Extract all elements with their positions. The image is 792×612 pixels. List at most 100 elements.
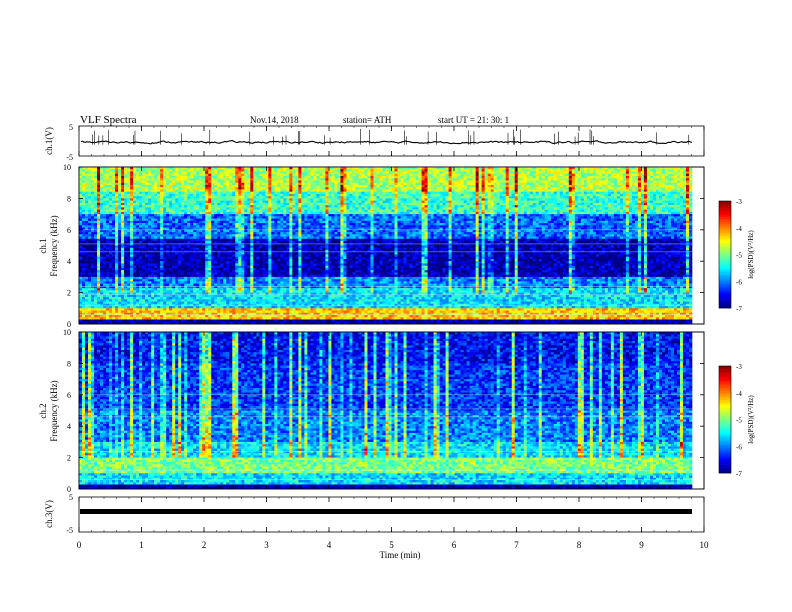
spectrogram-cell [88,176,91,179]
spectrogram-cell [361,207,364,210]
spectrogram-cell [253,171,256,174]
spectrogram-cell [482,210,485,213]
spectrogram-cell [440,174,443,177]
spectrogram-cell [259,185,262,188]
spectrogram-cell [94,201,97,204]
spectrogram-cell [482,203,485,206]
spectrogram-cell [196,178,199,181]
spectrogram-cell [265,203,268,206]
spectrogram-cell [506,203,509,206]
spectrogram-cell [328,194,331,197]
spectrogram-cell [298,212,301,215]
spectrogram-cell [379,201,382,204]
spectrogram-cell [109,183,112,186]
ch1-ytick-top: 5 [69,123,73,132]
spectrogram-cell [250,210,253,213]
spectrogram-cell [458,212,461,215]
spectrogram-cell [680,180,683,183]
spectrogram-cell [358,178,361,181]
spectrogram-cell [370,205,373,208]
spectrogram-cell [172,201,175,204]
spectrogram-cell [283,187,286,190]
spectrogram-cell [572,205,575,208]
spectrogram-cell [500,198,503,201]
spectrogram-cell [599,180,602,183]
spectrogram-cell [419,187,422,190]
spectrogram-cell [524,192,527,195]
spectrogram-cell [431,207,434,210]
spectrogram-cell [518,203,521,206]
spectrogram-cell [644,180,647,183]
spectrogram-cell [476,198,479,201]
spectrogram-cell [367,176,370,179]
spectrogram-cell [683,212,686,215]
spectrogram-cell [175,183,178,186]
spectrogram-cell [668,194,671,197]
spectrogram-cell [178,174,181,177]
spectrogram-cell [506,174,509,177]
spectrogram-cell [572,192,575,195]
spectrogram-cell [452,171,455,174]
spectrogram-cell [202,198,205,201]
spectrogram-cell [328,210,331,213]
spectrogram-cell [334,185,337,188]
spectrogram-cell [614,212,617,215]
spectrogram-cell [440,205,443,208]
spectrogram-cell [211,183,214,186]
spectrogram-cell [554,201,557,204]
spectrogram-cell [413,176,416,179]
spectrogram-cell [680,194,683,197]
spectrogram-cell [530,176,533,179]
spectrogram-cell [358,189,361,192]
spectrogram-cell [620,169,623,172]
spectrogram-cell [85,210,88,213]
spectrogram-cell [232,205,235,208]
spectrogram-cell [325,203,328,206]
spectrogram-cell [295,189,298,192]
spectrogram-cell [530,174,533,177]
spectrogram-cell [653,180,656,183]
spectrogram-cell [307,183,310,186]
spectrogram-cell [548,212,551,215]
spectrogram-cell [401,189,404,192]
spectrogram-cell [389,198,392,201]
spectrogram-cell [160,174,163,177]
spectrogram-cell [515,192,518,195]
spectrogram-cell [223,214,226,217]
spectrogram-cell [379,187,382,190]
spectrogram-cell [292,198,295,201]
spectrogram-cell [383,174,386,177]
spectrogram-cell [452,176,455,179]
spectrogram-cell [283,194,286,197]
spectrogram-cell [416,176,419,179]
spectrogram-cell [632,174,635,177]
spectrogram-cell [118,198,121,201]
spectrogram-cell [115,192,118,195]
spectrogram-cell [617,185,620,188]
spectrogram-cell [121,176,124,179]
spectrogram-cell [202,216,205,219]
spectrogram-cell [671,198,674,201]
spectrogram-cell [515,183,518,186]
spectrogram-cell [205,180,208,183]
spectrogram-cell [112,212,115,215]
spectrogram-cell [440,203,443,206]
spectrogram-cell [187,198,190,201]
spectrogram-cell [467,214,470,217]
spectrogram-cell [304,194,307,197]
spectrogram-cell [650,176,653,179]
spectrogram-cell [310,178,313,181]
spectrogram-cell [533,178,536,181]
spectrogram-cell [572,196,575,199]
spectrogram-cell [79,210,82,213]
spectrogram-cell [283,174,286,177]
spectrogram-cell [196,174,199,177]
spectrogram-cell [515,207,518,210]
spectrogram-cell [157,185,160,188]
spectrogram-cell [635,178,638,181]
spectrogram-cell [130,180,133,183]
spectrogram-cell [319,180,322,183]
spectrogram-cell [533,169,536,172]
spectrogram-cell [638,194,641,197]
spectrogram-cell [419,192,422,195]
